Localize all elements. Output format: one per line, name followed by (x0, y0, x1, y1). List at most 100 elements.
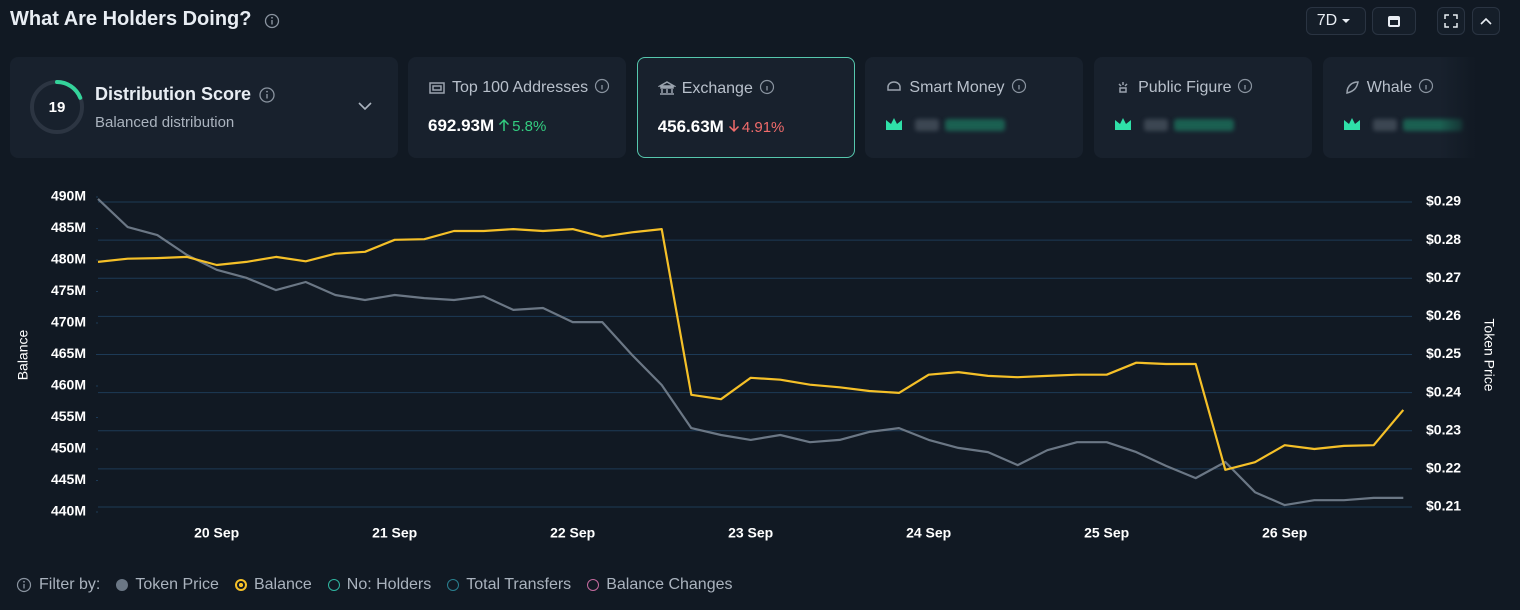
y-tick-label: 455M (51, 408, 86, 424)
card-value: 456.63M 4.91% (658, 117, 785, 137)
info-icon[interactable] (264, 13, 280, 29)
info-ring (1419, 78, 1434, 94)
card-name-text: Smart Money (909, 79, 1005, 96)
score-ring: 19 (30, 80, 84, 134)
score-value: 19 (49, 99, 66, 116)
blurred-value (886, 118, 1006, 131)
calendar-icon (1388, 16, 1400, 27)
info-icon[interactable] (594, 78, 610, 94)
icon-shape (1118, 82, 1128, 93)
y2-tick-label: $0.26 (1426, 307, 1461, 323)
collapse-button[interactable] (1472, 7, 1500, 35)
fade (1440, 57, 1520, 158)
card-name: Exchange (682, 79, 775, 98)
y2-tick-label: $0.27 (1426, 269, 1461, 285)
card-change: 5.8% (498, 118, 546, 135)
info-ring (759, 79, 774, 95)
filter-dot (116, 579, 129, 591)
info-icon[interactable] (16, 577, 32, 593)
y2-tick-label: $0.25 (1426, 345, 1461, 361)
fullscreen-button[interactable] (1437, 7, 1465, 35)
score-card[interactable]: 19 Distribution Score Balanced distribut… (10, 57, 398, 158)
y-tick-label: 475M (51, 282, 86, 298)
icon-shape (429, 82, 445, 94)
x-tick-label: 22 Sep (550, 525, 595, 541)
series-line (97, 228, 1405, 471)
filter-dot (447, 579, 460, 591)
y2-tick-label: $0.22 (1426, 460, 1461, 476)
info-icon[interactable] (1237, 78, 1253, 94)
x-tick-label: 26 Sep (1262, 525, 1307, 541)
icon (656, 81, 677, 95)
metric-card[interactable]: Smart Money (865, 57, 1084, 158)
blur-block (1372, 119, 1397, 131)
y2-tick-label: $0.23 (1426, 421, 1461, 437)
filter-option[interactable]: Total Transfers (447, 576, 571, 594)
x-tick-label: 25 Sep (1084, 525, 1129, 541)
x-tick-label: 21 Sep (372, 525, 417, 541)
info-icon[interactable] (759, 79, 775, 95)
y-tick-label: 450M (51, 440, 86, 456)
collapse-icon (1480, 17, 1492, 25)
y-tick-label: 470M (51, 314, 86, 330)
y2-tick-label: $0.28 (1426, 231, 1461, 247)
y2-tick-label: $0.21 (1426, 498, 1461, 514)
series-line (97, 198, 1404, 507)
arrow (728, 120, 739, 133)
info-icon[interactable] (258, 86, 276, 104)
filter-option[interactable]: Token Price (116, 576, 219, 594)
score-subtitle: Balanced distribution (95, 114, 235, 131)
range-select[interactable]: 7D (1306, 7, 1366, 35)
y2-axis-label: Token Price (1481, 318, 1497, 391)
y-tick-label: 465M (51, 345, 86, 361)
info-ring (1011, 78, 1026, 94)
filter-option[interactable]: No: Holders (327, 576, 431, 594)
filter-option[interactable]: Balance Changes (587, 576, 733, 594)
card-name-text: Public Figure (1138, 79, 1232, 96)
y-tick-label: 445M (51, 471, 86, 487)
card-name: Whale (1367, 78, 1434, 97)
filter-dot (327, 579, 340, 591)
icon (429, 82, 445, 94)
x-tick-label: 24 Sep (906, 525, 951, 541)
metric-card[interactable]: Whale (1322, 57, 1520, 158)
trend-arrow (499, 118, 510, 131)
y2-tick-label: $0.29 (1426, 193, 1461, 209)
calendar-button[interactable] (1372, 7, 1416, 35)
filter-text: Total Transfers (466, 576, 572, 593)
card-icon (885, 79, 903, 102)
crown-icon (1115, 118, 1132, 130)
card-value-text: 692.93M (428, 116, 495, 135)
card-name-text: Top 100 Addresses (452, 79, 589, 96)
card-change: 4.91% (728, 119, 785, 136)
filter-option[interactable]: Balance (234, 576, 312, 594)
info-icon[interactable] (1418, 78, 1434, 94)
arrow (499, 118, 510, 131)
info-ring (594, 78, 610, 94)
card-name-text: Exchange (681, 80, 753, 97)
icon-shape (1346, 81, 1359, 94)
card-name: Top 100 Addresses (452, 78, 610, 97)
card-icon (428, 79, 446, 102)
score-arc (55, 80, 83, 100)
metric-card[interactable]: Top 100 Addresses 692.93M 5.8% (408, 57, 626, 158)
metric-card[interactable]: Public Figure (1094, 57, 1313, 158)
info-icon[interactable] (1011, 78, 1027, 94)
expand-chevron[interactable] (357, 100, 373, 112)
card-value-text: 456.63M (657, 117, 724, 136)
y-tick-label: 490M (51, 188, 86, 204)
filter-text: Balance (253, 576, 312, 593)
metric-card[interactable]: Exchange 456.63M 4.91% (636, 57, 855, 158)
card-name: Public Figure (1138, 78, 1253, 97)
info-ring (1238, 78, 1253, 94)
icon (887, 81, 902, 91)
trend-arrow (728, 120, 739, 133)
range-label: 7D (1316, 12, 1338, 29)
card-icon (656, 80, 677, 103)
card-change-text: 4.91% (741, 119, 785, 136)
filter-text: Token Price (135, 576, 219, 593)
crown-icon (1343, 118, 1360, 130)
blur-block (945, 119, 1006, 131)
